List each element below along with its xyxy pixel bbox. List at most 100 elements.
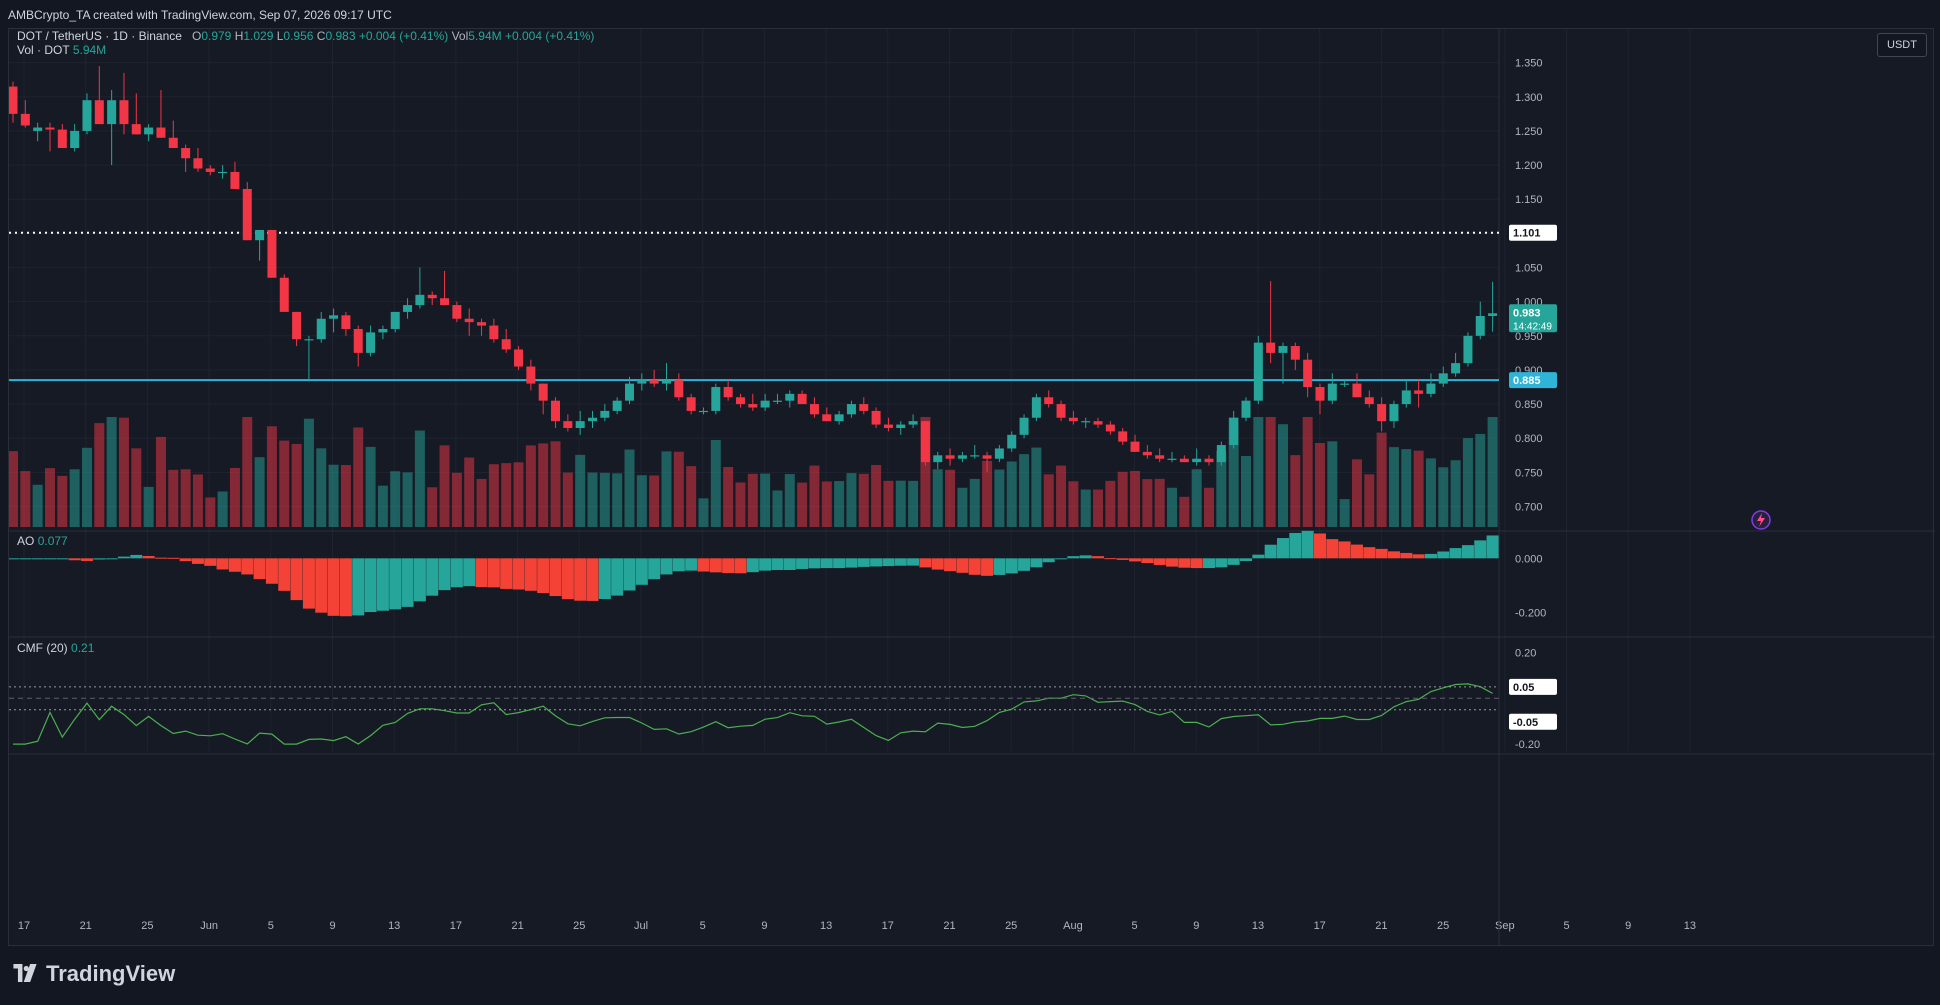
volume-bar bbox=[673, 451, 684, 527]
ao-tick-label: -0.200 bbox=[1515, 607, 1546, 619]
support-level-tag-box bbox=[1509, 372, 1557, 389]
cmf-label[interactable]: CMF (20) bbox=[17, 641, 68, 655]
candle-body bbox=[452, 305, 462, 319]
candle-body bbox=[674, 380, 684, 398]
volume-bar bbox=[414, 430, 425, 527]
low-value: 0.956 bbox=[283, 29, 314, 43]
time-tick-label: 17 bbox=[18, 920, 30, 932]
ao-bar bbox=[561, 558, 574, 600]
ao-bar bbox=[80, 558, 93, 561]
volume-bar bbox=[1487, 417, 1498, 527]
price-tick-label: 0.950 bbox=[1515, 331, 1543, 343]
ao-bar bbox=[598, 558, 611, 600]
ao-bar bbox=[1116, 558, 1129, 560]
close-value: 0.983 bbox=[325, 29, 356, 43]
candle-body bbox=[1155, 455, 1165, 459]
low-label: L bbox=[276, 29, 284, 43]
candle-body bbox=[1093, 421, 1103, 425]
volume-bar bbox=[957, 487, 968, 527]
ao-bar bbox=[117, 556, 130, 559]
volume-bar bbox=[994, 469, 1005, 527]
open-value: 0.979 bbox=[201, 29, 232, 43]
chart-canvas[interactable]: 1.3501.3001.2501.2001.1501.1001.0501.000… bbox=[9, 29, 1935, 947]
volume-bar bbox=[1364, 474, 1375, 527]
volume-bar bbox=[217, 491, 228, 527]
ao-bar bbox=[364, 558, 377, 613]
volume-bar bbox=[1093, 489, 1104, 527]
candle-body bbox=[1401, 390, 1411, 405]
volume-bar bbox=[834, 481, 845, 527]
volume-bar bbox=[32, 484, 43, 527]
ao-bar bbox=[1461, 545, 1474, 559]
candle-body bbox=[772, 400, 782, 402]
ao-bar bbox=[1178, 558, 1191, 568]
cmf-upper-tag: 0.05 bbox=[1509, 678, 1557, 695]
candle-body bbox=[822, 414, 832, 422]
volume-bar bbox=[747, 473, 758, 527]
candle-body bbox=[563, 421, 573, 428]
volume-bar bbox=[809, 465, 820, 527]
volume-bar bbox=[69, 469, 80, 527]
volume-bar bbox=[599, 472, 610, 527]
candle-body bbox=[1463, 335, 1473, 364]
volume-bar bbox=[772, 490, 783, 527]
volume-bar bbox=[1080, 489, 1091, 527]
candle-body bbox=[698, 410, 708, 413]
ao-bar bbox=[1005, 558, 1018, 574]
ao-bar bbox=[907, 558, 920, 566]
candle-body bbox=[1130, 441, 1140, 452]
volume-indicator-label[interactable]: Vol · DOT bbox=[17, 43, 70, 57]
volume-bar bbox=[1019, 454, 1030, 527]
currency-button[interactable]: USDT bbox=[1877, 33, 1927, 57]
ao-bar bbox=[1449, 548, 1462, 559]
time-tick-label: 25 bbox=[573, 920, 585, 932]
open-label: O bbox=[191, 29, 202, 43]
volume-bar bbox=[1438, 467, 1449, 527]
candle-body bbox=[994, 448, 1004, 459]
cmf-legend: CMF (20) 0.21 bbox=[17, 641, 94, 655]
cmf-line bbox=[13, 683, 1493, 745]
chart-frame[interactable]: 1.3501.3001.2501.2001.1501.1001.0501.000… bbox=[8, 28, 1935, 947]
candle-body bbox=[1488, 313, 1498, 316]
candle-body bbox=[846, 404, 856, 415]
tradingview-brand: TradingView bbox=[46, 961, 176, 986]
ao-label[interactable]: AO bbox=[17, 534, 35, 548]
candle-body bbox=[218, 171, 228, 174]
symbol-title[interactable]: DOT / TetherUS · 1D · Binance bbox=[17, 29, 182, 43]
ao-bar bbox=[204, 558, 217, 566]
candle-body bbox=[711, 387, 721, 411]
candle-body bbox=[538, 383, 548, 401]
candle-body bbox=[316, 318, 326, 340]
price-tick-label: 1.300 bbox=[1515, 92, 1543, 104]
candle-body bbox=[1475, 315, 1485, 336]
volume-bar bbox=[1462, 438, 1473, 527]
ao-bar bbox=[734, 558, 747, 574]
ao-bar bbox=[783, 558, 796, 570]
volume-bar bbox=[81, 447, 92, 527]
support-level-tag-text: 0.885 bbox=[1513, 375, 1541, 387]
candle-body bbox=[834, 414, 844, 422]
time-tick-label: 9 bbox=[329, 920, 335, 932]
ao-bar bbox=[894, 558, 907, 566]
vol-label: Vol bbox=[451, 29, 469, 43]
ao-bar bbox=[68, 558, 81, 561]
ao-bar bbox=[105, 558, 118, 560]
ao-bar bbox=[1387, 551, 1400, 559]
volume-bar bbox=[205, 497, 216, 527]
volume-bar bbox=[636, 475, 647, 527]
candle-body bbox=[20, 113, 30, 126]
candle-body bbox=[341, 315, 351, 329]
volume-bar bbox=[846, 473, 857, 527]
candle-body bbox=[477, 322, 487, 326]
candle-body bbox=[9, 86, 18, 114]
volume-bar bbox=[686, 466, 697, 527]
candle-body bbox=[107, 100, 117, 125]
ao-bar bbox=[820, 558, 833, 569]
volume-bar bbox=[439, 445, 450, 527]
candle-body bbox=[1044, 397, 1054, 405]
symbol-legend: DOT / TetherUS · 1D · Binance O0.979 H1.… bbox=[17, 29, 594, 43]
candle-body bbox=[612, 400, 622, 411]
last-price-tag-text: 0.983 bbox=[1513, 307, 1541, 319]
ao-bar bbox=[833, 558, 846, 569]
volume-bar bbox=[1290, 455, 1301, 527]
